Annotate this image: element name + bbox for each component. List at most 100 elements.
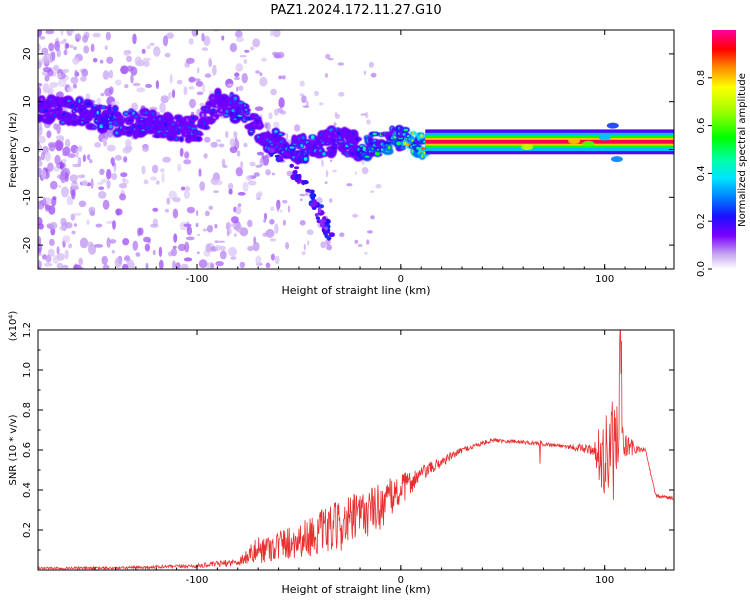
spectrogram-noise-blob — [56, 262, 64, 269]
spectrogram-noise-blob — [153, 46, 161, 57]
spectrogram-feature-blob — [568, 137, 581, 144]
spectrogram-noise-blob — [122, 178, 129, 185]
spectrogram-noise-blob — [282, 219, 286, 226]
spectrogram-noise-blob — [72, 163, 82, 168]
spectrogram-xtick-label: 0 — [398, 274, 404, 285]
spectrogram-noise-blob — [220, 245, 226, 251]
spectrogram-track-blob — [194, 130, 203, 136]
spectrogram-noise-blob — [45, 30, 55, 35]
spectrogram-noise-blob — [259, 157, 265, 167]
spectrogram-noise-blob — [198, 168, 202, 177]
spectrogram-noise-blob — [166, 197, 171, 205]
spectrogram-noise-blob — [370, 190, 375, 193]
spectrogram-noise-blob — [231, 216, 239, 224]
spectrogram-ylabel: Frequency (Hz) — [8, 112, 19, 188]
spectrogram-track-blob — [241, 103, 249, 108]
spectrogram-noise-blob — [149, 42, 155, 46]
spectrogram-noise-blob — [99, 59, 104, 64]
spectrogram-noise-blob — [81, 68, 89, 77]
spectrogram-noise-blob — [364, 251, 368, 255]
spectrogram-noise-blob — [47, 248, 55, 257]
spectrogram-noise-blob — [132, 82, 141, 87]
spectrogram-noise-blob — [278, 97, 285, 109]
colorbar-tick-label: 0.4 — [696, 165, 707, 181]
spectrogram-noise-blob — [218, 143, 225, 148]
spectrogram-noise-blob — [92, 57, 98, 63]
spectrogram-track-blob — [44, 103, 53, 110]
spectrogram-branch-blob — [293, 169, 298, 175]
spectrogram-noise-blob — [142, 146, 149, 152]
spectrogram-noise-blob — [60, 217, 67, 226]
spectrogram-xlabel: Height of straight line (km) — [281, 284, 430, 297]
spectrogram-noise-blob — [99, 168, 105, 175]
snr-ytick-label: 1.2 — [22, 322, 33, 338]
colorbar: 0.0 0.2 0.4 0.6 0.8 Normalized spectral ampl… — [696, 30, 748, 277]
spectrogram-noise-blob — [286, 132, 289, 140]
spectrogram-noise-blob — [130, 74, 134, 84]
spectrogram-noise-blob — [236, 36, 245, 43]
spectrogram-noise-blob — [271, 172, 275, 176]
spectrogram-noise-blob — [90, 178, 94, 189]
spectrogram-noise-blob — [143, 59, 150, 68]
spectrogram-noise-blob — [294, 124, 301, 132]
spectrogram-noise-blob — [320, 241, 327, 249]
spectrogram-noise-blob — [287, 205, 291, 213]
spectrogram-track-blob — [201, 125, 211, 131]
spectrogram-noise-blob — [233, 233, 237, 237]
spectrogram-noise-blob — [365, 111, 369, 119]
spectrogram-noise-blob — [214, 245, 222, 251]
spectrogram-noise-blob — [38, 82, 43, 87]
spectrogram-noise-blob — [62, 235, 71, 244]
spectrogram-noise-blob — [183, 86, 188, 96]
spectrogram-noise-blob — [40, 168, 47, 180]
spectrogram-noise-blob — [337, 62, 344, 66]
spectrogram-noise-blob — [188, 38, 194, 45]
spectrogram-noise-blob — [142, 57, 151, 61]
spectrogram-noise-blob — [72, 57, 80, 65]
spectrogram-noise-blob — [70, 213, 76, 221]
spectrogram-track-blob — [148, 109, 157, 118]
spectrogram-noise-blob — [106, 237, 111, 248]
spectrogram-noise-blob — [152, 207, 159, 212]
spectrogram-track-blob — [401, 127, 410, 133]
spectrogram-noise-blob — [361, 160, 365, 165]
snr-ylabel: SNR (10 * v/v) — [8, 414, 19, 485]
spectrogram-noise-blob — [325, 170, 329, 178]
spectrogram-noise-blob — [132, 33, 137, 45]
spectrogram-noise-blob — [280, 110, 287, 115]
spectrogram-noise-blob — [151, 164, 159, 174]
spectrogram-branch-blob — [315, 216, 320, 220]
spectrogram-noise-blob — [67, 86, 74, 93]
spectrogram-noise-blob — [155, 80, 159, 90]
spectrogram-noise-blob — [180, 263, 189, 269]
spectrogram-noise-blob — [332, 169, 337, 173]
spectrogram-track-blob — [385, 142, 393, 153]
spectrogram-noise-blob — [299, 80, 305, 87]
spectrogram-noise-blob — [56, 123, 61, 135]
spectrogram-noise-blob — [73, 212, 82, 216]
colorbar-tick-label: 0.8 — [696, 70, 707, 86]
spectrogram-noise-blob — [49, 221, 58, 230]
colorbar-ticks: 0.0 0.2 0.4 0.6 0.8 — [696, 70, 712, 277]
spectrogram-noise-blob — [56, 135, 64, 141]
spectrogram-noise-blob — [255, 192, 261, 199]
spectrogram-noise-blob — [186, 226, 193, 236]
spectrogram-noise-blob — [338, 91, 345, 97]
spectrogram-noise-blob — [354, 239, 359, 244]
spectrogram-noise-blob — [255, 70, 260, 74]
spectrogram-noise-blob — [300, 198, 303, 202]
spectrogram-noise-blob — [197, 251, 200, 254]
spectrogram-track-blob — [187, 114, 199, 122]
spectrogram-track-blob — [399, 146, 406, 151]
spectrogram-noise-blob — [263, 212, 268, 220]
spectrogram-noise-blob — [92, 32, 101, 38]
spectrogram-noise-blob — [247, 245, 254, 252]
spectrogram-noise-blob — [108, 69, 114, 79]
spectrogram-noise-blob — [273, 121, 280, 129]
spectrogram-noise-blob — [253, 172, 260, 177]
spectrogram-noise-blob — [199, 181, 206, 191]
spectrogram-noise-blob — [256, 197, 261, 200]
spectrogram-noise-blob — [106, 179, 111, 189]
spectrogram-noise-blob — [172, 208, 179, 219]
